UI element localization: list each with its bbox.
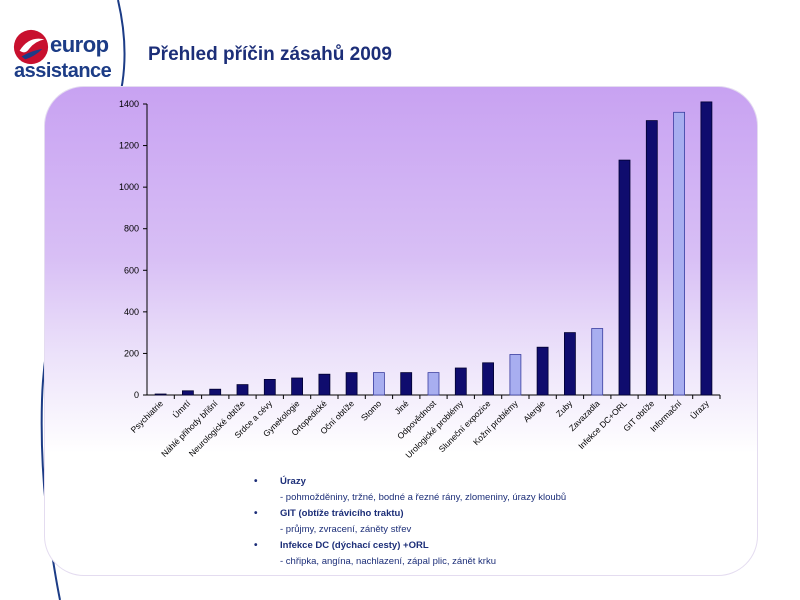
bar-3 bbox=[236, 384, 249, 396]
page-title: Přehled příčin zásahů 2009 bbox=[148, 44, 392, 65]
logo-word-europ: europ bbox=[50, 32, 109, 57]
bar-8 bbox=[372, 372, 385, 396]
bar-17 bbox=[618, 159, 631, 396]
bar-20 bbox=[700, 101, 713, 396]
y-tick-label: 1200 bbox=[119, 141, 139, 151]
y-tick-label: 400 bbox=[124, 307, 139, 317]
bar-11 bbox=[454, 367, 467, 396]
bar-13 bbox=[509, 354, 522, 396]
bar-0 bbox=[154, 393, 167, 396]
x-tick-label: Úmrtí bbox=[171, 398, 193, 420]
bar-14 bbox=[536, 346, 549, 396]
bullet-dot-icon: • bbox=[254, 540, 258, 551]
bar-19 bbox=[673, 111, 685, 396]
bar-4 bbox=[263, 378, 276, 396]
x-tick-label: Psychiatrie bbox=[129, 398, 166, 435]
bullet-sub-1: - pohmožděniny, tržné, bodné a řezné rán… bbox=[280, 492, 567, 503]
bar-6 bbox=[318, 373, 331, 396]
bullet-head-1: • Úrazy bbox=[252, 474, 672, 490]
bar-16 bbox=[591, 328, 604, 396]
bullet-head-text: Úrazy bbox=[280, 476, 306, 487]
x-tick-label: Zuby bbox=[554, 398, 575, 419]
bar-chart: 0 200 400 600 800 1000 1200 1400 Psychiatrie Úmrt… bbox=[119, 99, 721, 460]
bar-9 bbox=[400, 372, 413, 396]
bullet-head-text: Infekce DC (dýchací cesty) +ORL bbox=[280, 540, 429, 551]
europ-assistance-logo: europ assistance bbox=[12, 26, 112, 86]
bar-12 bbox=[482, 362, 495, 396]
bullet-head-text: GIT (obtíže trávicího traktu) bbox=[280, 508, 404, 519]
bar-10 bbox=[427, 372, 440, 396]
y-tick-label: 1000 bbox=[119, 182, 139, 192]
bullet-sub-2: - průjmy, zvracení, záněty střev bbox=[280, 524, 412, 535]
x-tick-label: Stomo bbox=[359, 398, 384, 423]
x-tick-label: Jiné bbox=[393, 398, 411, 416]
logo-mark-icon bbox=[13, 29, 49, 65]
logo-word-assistance: assistance bbox=[14, 60, 112, 82]
y-tick-label: 1400 bbox=[119, 99, 139, 109]
x-tick-label: Alergie bbox=[521, 398, 547, 424]
bullet-head-3: • Infekce DC (dýchací cesty) +ORL bbox=[252, 538, 672, 554]
y-tick-label: 600 bbox=[124, 265, 139, 275]
y-tick-label: 200 bbox=[124, 348, 139, 358]
y-tick-label: 800 bbox=[124, 224, 139, 234]
x-tick-label: Úrazy bbox=[688, 398, 711, 421]
bullet-list: • Úrazy - pohmožděniny, tržné, bodné a ře… bbox=[252, 474, 672, 570]
bar-1 bbox=[181, 390, 194, 396]
bar-2 bbox=[209, 388, 222, 396]
chart-panel: 0 200 400 600 800 1000 1200 1400 Psychiatrie Úmrt… bbox=[44, 86, 758, 576]
bullet-head-2: • GIT (obtíže trávicího traktu) bbox=[252, 506, 672, 522]
bullet-sub-3: - chřipka, angína, nachlazení, zápal pli… bbox=[280, 556, 496, 567]
bar-5 bbox=[291, 377, 304, 396]
bar-7 bbox=[345, 372, 358, 396]
bullet-dot-icon: • bbox=[254, 476, 258, 487]
bar-15 bbox=[564, 332, 576, 396]
x-tick-label: Infekce DC+ORL bbox=[576, 398, 629, 451]
y-tick-label: 0 bbox=[134, 390, 139, 400]
bar-18 bbox=[645, 120, 658, 396]
bullet-dot-icon: • bbox=[254, 508, 258, 519]
